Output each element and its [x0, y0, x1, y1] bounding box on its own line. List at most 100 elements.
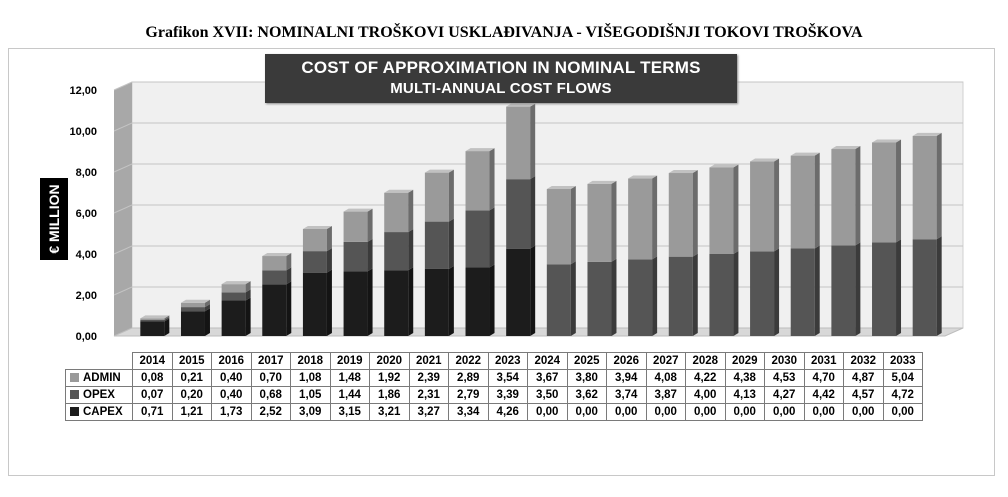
- bar-side-opex: [652, 256, 658, 336]
- bar-top-admin: [262, 253, 292, 257]
- data-label: 3,74: [606, 386, 647, 404]
- data-label: 0,00: [764, 403, 805, 421]
- bar-capex: [424, 268, 449, 336]
- bar-admin: [302, 228, 327, 252]
- bar-top-admin: [221, 281, 251, 285]
- bar-side-admin: [774, 158, 780, 252]
- bar-top-admin: [709, 164, 739, 168]
- legend-swatch-capex: [70, 407, 79, 416]
- series-name: OPEX: [83, 389, 115, 401]
- bar-side-opex: [164, 317, 170, 322]
- bar-side-capex: [326, 269, 332, 336]
- year-header: 2018: [290, 352, 331, 370]
- table-row: ADMIN 0,08 0,21 0,40 0,70 1,08 1,48 1,92 2,39 2,8…: [65, 369, 923, 387]
- bar-side-admin: [245, 281, 251, 293]
- data-label: 0,21: [171, 369, 212, 387]
- bar-top-admin: [302, 225, 332, 229]
- bar-side-opex: [733, 251, 739, 336]
- y-axis-label: € MILLION: [46, 184, 62, 254]
- bar-admin: [140, 318, 165, 321]
- year-header: 2026: [606, 352, 647, 370]
- bar-opex: [587, 261, 612, 336]
- bar-top-admin: [872, 139, 902, 143]
- bar-opex: [465, 210, 490, 268]
- bar-admin: [668, 173, 693, 257]
- bar-opex: [709, 254, 734, 336]
- bar-admin: [221, 284, 246, 293]
- bar-top-admin: [912, 132, 942, 136]
- year-header: 2031: [803, 352, 844, 370]
- data-label: 3,34: [448, 403, 489, 421]
- bar-admin: [628, 178, 653, 260]
- data-label: 0,08: [132, 369, 173, 387]
- bar-side-opex: [774, 248, 780, 336]
- bar-side-admin: [896, 139, 902, 243]
- series-label: ADMIN: [65, 369, 133, 387]
- bar-admin: [790, 155, 815, 249]
- data-label: 3,09: [290, 403, 331, 421]
- bar-side-capex: [448, 265, 454, 336]
- bar-admin: [546, 189, 571, 265]
- table-row: CAPEX 0,71 1,21 1,73 2,52 3,09 3,15 3,21 3,27 3,3…: [65, 403, 923, 421]
- bar-admin: [750, 161, 775, 252]
- series-label: OPEX: [65, 386, 133, 404]
- bar-side-admin: [936, 132, 942, 240]
- data-label: 1,44: [329, 386, 370, 404]
- bar-side-opex: [855, 242, 861, 336]
- bar-capex: [140, 321, 165, 336]
- year-header: 2033: [882, 352, 923, 370]
- bar-top-admin: [628, 175, 658, 179]
- data-label: 4,53: [764, 369, 805, 387]
- bar-side-opex: [692, 253, 698, 336]
- bar-capex: [506, 248, 531, 336]
- data-label: 4,72: [882, 386, 923, 404]
- data-label: 2,89: [448, 369, 489, 387]
- bar-side-opex: [286, 267, 292, 285]
- bar-side-capex: [489, 264, 495, 336]
- bar-side-opex: [530, 176, 536, 249]
- bar-side-admin: [611, 180, 617, 262]
- y-tick-label: 10,00: [69, 126, 97, 138]
- data-label: 1,86: [369, 386, 410, 404]
- data-label: 0,00: [645, 403, 686, 421]
- bar-capex: [343, 271, 368, 336]
- bar-capex: [221, 300, 246, 336]
- data-label: 1,48: [329, 369, 370, 387]
- bar-side-capex: [164, 318, 170, 336]
- year-header: 2030: [764, 352, 805, 370]
- bar-side-opex: [367, 238, 373, 272]
- bar-side-opex: [489, 207, 495, 268]
- y-tick-label: 2,00: [76, 290, 97, 302]
- bar-side-opex: [204, 304, 210, 312]
- data-label: 4,27: [764, 386, 805, 404]
- page-title: Grafikon XVII: NOMINALNI TROŠKOVI USKLAĐ…: [145, 24, 863, 41]
- bar-admin: [465, 151, 490, 211]
- bar-side-admin: [408, 189, 414, 233]
- bar-capex: [262, 284, 287, 336]
- data-label: 0,20: [171, 386, 212, 404]
- bar-side-opex: [570, 261, 576, 336]
- bar-opex: [872, 242, 897, 336]
- year-header: 2017: [250, 352, 291, 370]
- year-header: 2024: [527, 352, 568, 370]
- year-header: 2015: [171, 352, 212, 370]
- data-label: 4,13: [724, 386, 765, 404]
- bar-side-capex: [408, 267, 414, 336]
- bar-side-admin: [570, 186, 576, 265]
- bar-top-admin: [384, 189, 414, 193]
- chart-subtitle: MULTI-ANNUAL COST FLOWS: [390, 80, 612, 97]
- bar-side-opex: [326, 248, 332, 273]
- y-tick-label: 0,00: [76, 331, 97, 343]
- table-row: OPEX 0,07 0,20 0,40 0,68 1,05 1,44 1,86 2,31 2,79…: [65, 386, 923, 404]
- bar-admin: [180, 302, 205, 308]
- bar-opex: [384, 232, 409, 271]
- bar-top-admin: [668, 170, 698, 174]
- bar-admin: [831, 149, 856, 246]
- bar-side-capex: [367, 268, 373, 336]
- bar-opex: [750, 251, 775, 336]
- bar-opex: [668, 256, 693, 336]
- data-label: 3,62: [566, 386, 607, 404]
- data-label: 1,21: [171, 403, 212, 421]
- data-label: 5,04: [882, 369, 923, 387]
- bar-side-capex: [245, 297, 251, 336]
